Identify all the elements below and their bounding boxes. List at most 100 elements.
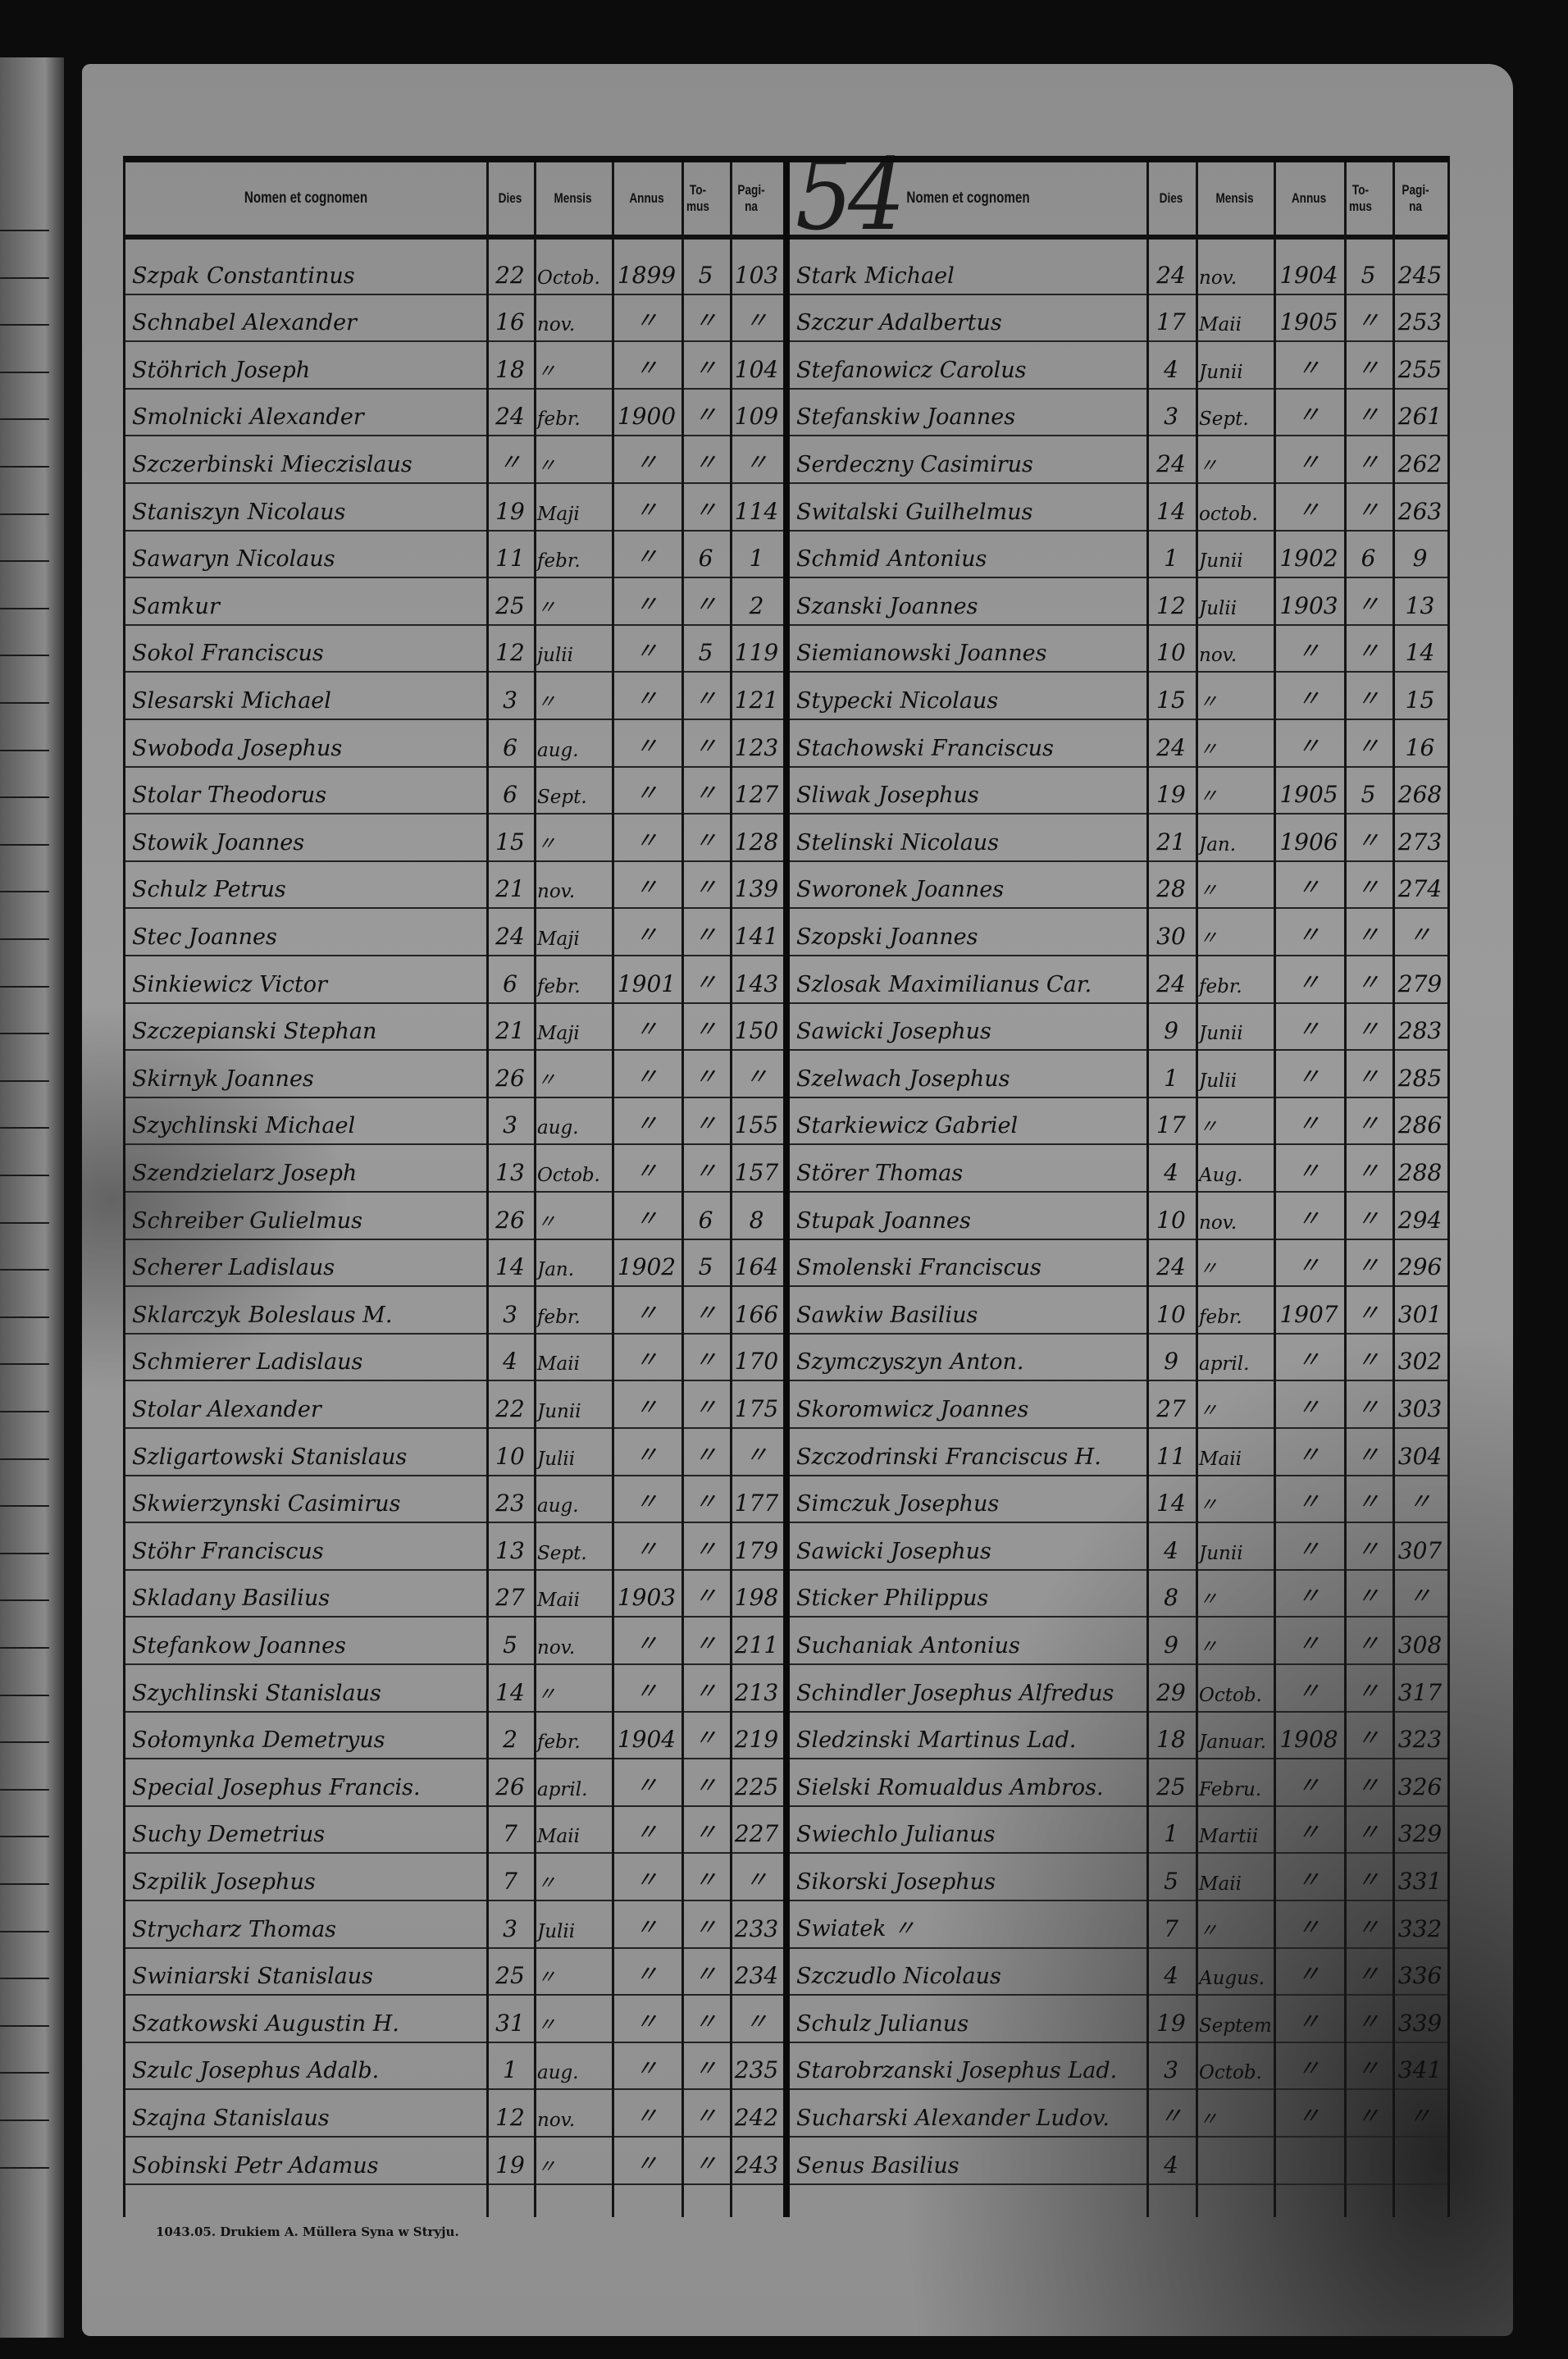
right-tomus-cell: 〃 (1356, 2007, 1380, 2035)
left-tomus-cell: 〃 (694, 732, 718, 760)
left-dies-cell: 21 (495, 875, 525, 903)
left-dies-cell: 26 (495, 1206, 525, 1234)
left-mensis-cell: Maii (537, 1826, 580, 1848)
left-name-cell: Szulc Josephus Adalb. (132, 2058, 380, 2084)
right-pagina-cell: 301 (1397, 1300, 1443, 1328)
right-dies-cell: 24 (1156, 261, 1186, 289)
table-row: Smolnicki Alexander 24 febr. 1900 〃 109 Stefan… (125, 388, 1447, 437)
left-pagina-cell: 1 (749, 545, 764, 573)
table-row: Special Josephus Francis. 26 april. 〃 〃 225 Si… (125, 1758, 1447, 1807)
right-tomus-cell: 〃 (1356, 684, 1380, 712)
left-name-cell: Szczepianski Stephan (132, 1019, 377, 1045)
left-name-cell: Schreiber Gulielmus (132, 1207, 362, 1234)
left-tomus-cell: 5 (698, 1253, 713, 1281)
left-name-cell: Schulz Petrus (132, 877, 286, 903)
right-annus-cell: 1907 (1279, 1300, 1338, 1328)
right-annus-cell (1274, 2136, 1344, 2183)
right-annus-cell: 〃 (1297, 684, 1320, 712)
left-dies-cell: 22 (495, 1394, 525, 1422)
column-rule (681, 162, 684, 2217)
right-dies-cell: 9 (1164, 1017, 1178, 1045)
left-name-cell: Szychlinski Stanislaus (132, 1680, 381, 1706)
left-tomus-cell: 5 (698, 639, 713, 667)
right-mensis-cell: Julii (1199, 597, 1238, 619)
left-name-cell: Stöhr Franciscus (132, 1538, 324, 1564)
facing-page-rule (0, 891, 49, 893)
table-row: Szulc Josephus Adalb. 1 aug. 〃 〃 235 Starobrza… (125, 2042, 1447, 2091)
facing-page-rule (0, 371, 49, 373)
printer-imprint: 1043.05. Drukiem A. Müllera Syna w Stryj… (156, 2224, 459, 2239)
right-mensis-cell: Augus. (1199, 1968, 1265, 1990)
right-name-cell: Szanski Joannes (796, 593, 978, 619)
right-tomus-cell: 6 (1361, 545, 1376, 573)
left-tomus-cell: 〃 (694, 1062, 718, 1090)
right-name-cell: Sucharski Alexander Ludov. (796, 2105, 1110, 2131)
facing-page-rule (0, 796, 49, 799)
left-name-cell: Sawaryn Nicolaus (132, 546, 335, 573)
right-pagina-cell: 253 (1397, 308, 1443, 336)
left-mensis-cell: nov. (537, 1636, 576, 1659)
left-pagina-cell: 〃 (745, 1865, 768, 1893)
left-tomus-cell: 〃 (694, 448, 718, 476)
left-mensis-cell: 〃 (537, 1872, 556, 1894)
facing-page-rule (0, 1694, 49, 1696)
left-tomus-cell: 〃 (694, 1960, 718, 1988)
left-mensis-cell: Octob. (537, 267, 600, 289)
right-annus-cell: 〃 (1297, 1157, 1320, 1184)
right-name-cell: Szlosak Maximilianus Car. (796, 971, 1092, 997)
right-mensis-cell: 〃 (1199, 1636, 1218, 1658)
left-dies-cell: 2 (503, 1726, 517, 1754)
left-name-cell: Stec Joannes (132, 924, 277, 950)
right-pagina-cell: 326 (1397, 1773, 1443, 1800)
right-name-cell: Starobrzanski Josephus Lad. (796, 2058, 1118, 2084)
facing-page-rule (0, 466, 49, 468)
left-annus-cell: 〃 (635, 1535, 659, 1563)
left-pagina-cell: 139 (734, 875, 779, 903)
right-annus-cell: 〃 (1297, 1346, 1320, 1374)
column-rule (730, 162, 732, 2217)
left-name-cell: Szligartowski Stanislaus (132, 1444, 408, 1470)
left-mensis-cell: april. (537, 1778, 588, 1800)
right-dies-cell: 8 (1164, 1584, 1178, 1612)
left-mensis-cell: febr. (537, 550, 581, 573)
right-pagina-cell: 317 (1397, 1678, 1443, 1706)
left-annus-cell: 〃 (635, 354, 659, 381)
right-mensis-cell: 〃 (1199, 2108, 1218, 2130)
right-name-cell: Stefanskiw Joannes (796, 404, 1016, 431)
left-tomus-cell: 〃 (694, 1110, 718, 1138)
right-pagina-cell: 261 (1397, 403, 1443, 431)
header-name-right: Nomen et cognomen (906, 189, 1030, 207)
left-tomus-cell: 〃 (694, 1771, 718, 1799)
right-pagina-cell: 303 (1397, 1394, 1443, 1422)
left-annus-cell: 〃 (635, 2101, 659, 2129)
left-mensis-cell: aug. (537, 1117, 579, 1139)
facing-page-rule (0, 1127, 49, 1129)
right-pagina-cell: 245 (1397, 261, 1443, 289)
right-tomus-cell: 〃 (1356, 1535, 1380, 1563)
left-name-cell: Smolnicki Alexander (132, 404, 364, 431)
right-mensis-cell: nov. (1199, 1211, 1238, 1234)
left-name-cell: Sołomynka Demetryus (132, 1727, 385, 1754)
right-annus-cell: 〃 (1297, 401, 1320, 429)
left-pagina-cell: 234 (734, 1962, 779, 1990)
right-pagina-cell: 283 (1397, 1017, 1443, 1045)
left-dies-cell: 7 (503, 1820, 517, 1848)
right-name-cell: Starkiewicz Gabriel (796, 1113, 1019, 1139)
left-pagina-cell: 211 (734, 1631, 779, 1659)
left-pagina-cell: 233 (734, 1914, 779, 1942)
right-name-cell: Szelwach Josephus (796, 1065, 1010, 1092)
left-mensis-cell: aug. (537, 2062, 579, 2084)
left-pagina-cell: 175 (734, 1394, 779, 1422)
left-tomus-cell: 〃 (694, 779, 718, 807)
left-annus-cell: 〃 (635, 495, 659, 523)
left-dies-cell: 6 (503, 970, 517, 997)
right-mensis-cell: Maii (1199, 1448, 1242, 1470)
left-annus-cell: 〃 (635, 1488, 659, 1516)
right-annus-cell: 〃 (1297, 874, 1320, 901)
right-dies-cell: 4 (1164, 355, 1178, 383)
right-annus-cell: 〃 (1297, 1488, 1320, 1516)
left-pagina-cell: 177 (734, 1490, 779, 1517)
right-name-cell: Sawicki Josephus (796, 1538, 991, 1564)
left-pagina-cell: 〃 (745, 307, 768, 335)
left-annus-cell: 〃 (635, 1771, 659, 1799)
